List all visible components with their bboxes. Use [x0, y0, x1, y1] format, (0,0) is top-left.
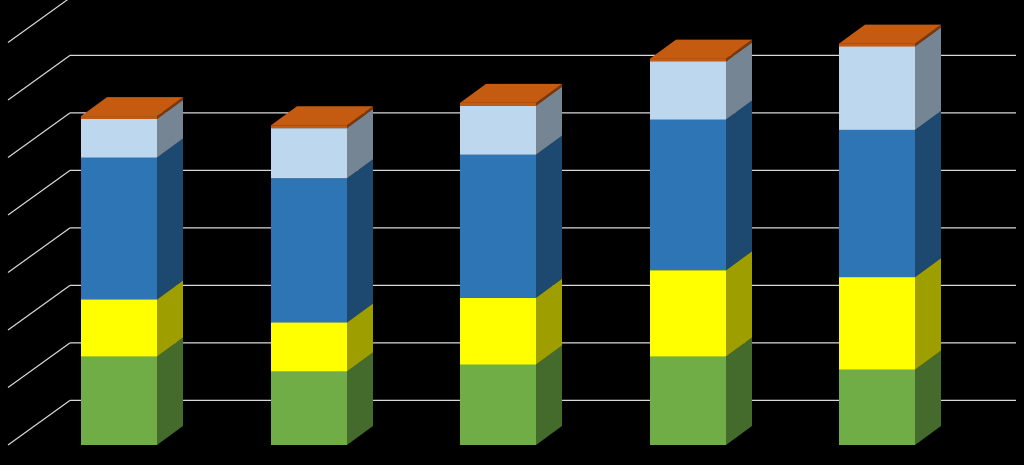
bar-top [81, 97, 183, 117]
bar-segment-side [157, 280, 183, 357]
bar-segment-side [726, 100, 752, 271]
bar-segment-side [915, 27, 941, 130]
gridline-diagonal [7, 169, 71, 216]
gridline-diagonal [7, 112, 71, 158]
bar-segment-side [915, 24, 941, 47]
bar-segment-side [157, 337, 183, 445]
bar-segment [839, 43, 915, 47]
bar-segment-side [157, 99, 183, 158]
bar-segment [839, 277, 915, 370]
gridline-diagonal [7, 227, 71, 273]
bar-segment-side [157, 138, 183, 300]
bar-segment-side [536, 83, 562, 106]
bar-segment [460, 297, 536, 365]
bar-segment-side [726, 42, 752, 120]
bar-segment [271, 125, 347, 129]
bar-top [650, 39, 752, 59]
bar-stack [81, 97, 183, 445]
bar-segment [650, 119, 726, 271]
bar-stack [839, 24, 941, 445]
bar-segment-side [347, 159, 373, 323]
bar-segment [650, 356, 726, 445]
bar-segment [271, 128, 347, 179]
bar-segment [460, 105, 536, 155]
gridline-diagonal [7, 399, 71, 446]
gridline-diagonal [7, 54, 71, 101]
bar-segment [81, 299, 157, 357]
gridline-diagonal [7, 342, 71, 388]
bar-segment [460, 364, 536, 445]
bar-stack [271, 106, 373, 445]
bar-segment [81, 157, 157, 300]
bar-segment-side [726, 337, 752, 445]
bar-top [271, 106, 373, 126]
bars [81, 24, 941, 445]
bar-top [839, 24, 941, 44]
bar-segment-side [915, 110, 941, 278]
bar-segment [839, 129, 915, 278]
gridline-diagonal [7, 284, 71, 331]
bar-segment [271, 178, 347, 323]
bar-segment-side [915, 350, 941, 445]
bar-segment [81, 356, 157, 445]
bar-segment-side [726, 251, 752, 357]
bar-segment [839, 369, 915, 445]
bar-segment-side [536, 345, 562, 445]
bar-segment [650, 270, 726, 357]
bar-segment [839, 46, 915, 130]
bar-segment [81, 116, 157, 119]
gridline-diagonal [7, 0, 69, 43]
bar-segment [650, 61, 726, 120]
bar-top [460, 83, 562, 103]
bar-segment-side [347, 106, 373, 129]
bar-segment [81, 118, 157, 158]
bar-segment-side [157, 97, 183, 119]
bar-stack [460, 83, 562, 445]
bar-segment-side [915, 258, 941, 370]
bar-segment [650, 58, 726, 62]
bar-segment-side [347, 303, 373, 372]
bar-segment-side [536, 278, 562, 365]
bar-segment-side [347, 352, 373, 445]
bar-segment-side [536, 135, 562, 298]
bar-segment [271, 322, 347, 372]
bar-segment [271, 371, 347, 445]
bar-segment-side [726, 39, 752, 62]
bar-segment [460, 154, 536, 298]
bar-segment [460, 102, 536, 106]
bar-segment-side [536, 86, 562, 155]
bar-segment-side [347, 109, 373, 179]
bar-stack [650, 39, 752, 445]
